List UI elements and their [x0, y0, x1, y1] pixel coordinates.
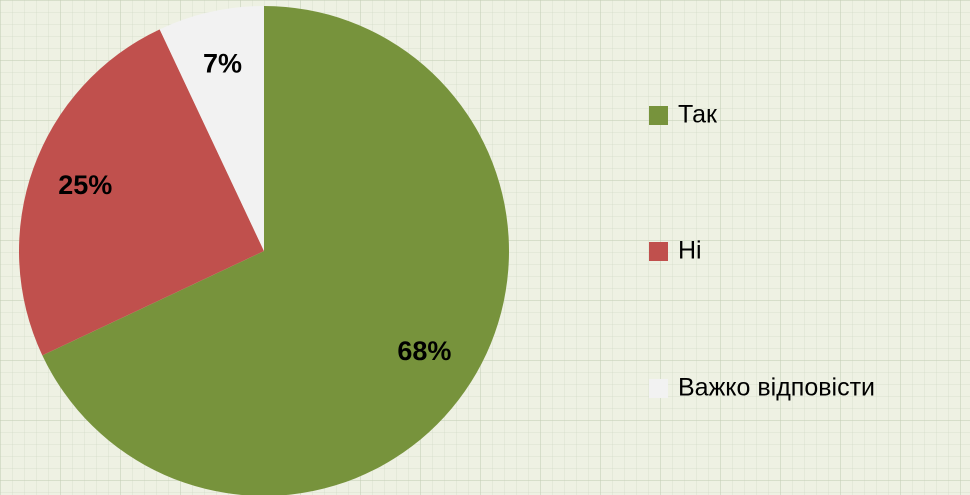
legend-label: Ні — [678, 237, 702, 265]
pie-slice — [159, 6, 264, 251]
legend-label: Важко відповісти — [678, 374, 875, 402]
data-label: 68% — [397, 336, 451, 366]
pie-slice — [42, 6, 509, 495]
legend-swatch — [649, 379, 668, 398]
legend-swatch — [649, 242, 668, 261]
legend-label: Так — [678, 101, 718, 129]
data-label: 7% — [203, 49, 242, 79]
pie-slice — [19, 29, 264, 356]
legend-swatch — [649, 106, 668, 125]
data-label: 25% — [58, 170, 112, 200]
